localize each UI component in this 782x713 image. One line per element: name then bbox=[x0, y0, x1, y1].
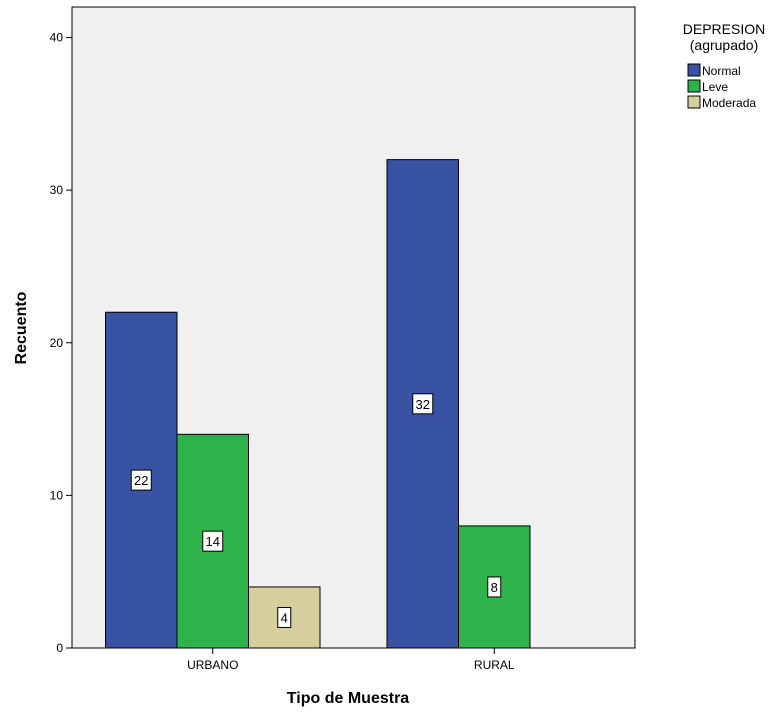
legend-items: Normal Leve Moderada bbox=[687, 63, 756, 110]
data-label-box bbox=[130, 469, 152, 491]
data-label: 4 bbox=[281, 610, 288, 625]
y-tick-label: 30 bbox=[50, 183, 64, 197]
y-axis: 0 10 20 30 40 bbox=[50, 7, 73, 655]
y-tick-label: 40 bbox=[50, 31, 64, 45]
x-tick-label: RURAL bbox=[474, 658, 515, 672]
y-axis-title: Recuento bbox=[13, 291, 30, 364]
data-label-box bbox=[202, 530, 224, 552]
legend-title-line1: DEPRESION bbox=[683, 21, 765, 37]
legend-label-normal: Normal bbox=[702, 64, 741, 78]
x-axis: URBANO RURAL bbox=[72, 647, 635, 672]
legend-label-moderada: Moderada bbox=[702, 96, 756, 110]
data-label: 22 bbox=[134, 473, 148, 488]
data-label: 32 bbox=[416, 397, 430, 412]
legend-swatch-moderada bbox=[687, 95, 701, 109]
legend-label-leve: Leve bbox=[702, 80, 728, 94]
data-label-box bbox=[487, 576, 502, 598]
x-axis-title: Tipo de Muestra bbox=[287, 690, 409, 707]
legend-title-line2: (agrupado) bbox=[690, 37, 759, 53]
y-tick-label: 10 bbox=[50, 488, 64, 502]
data-label: 14 bbox=[206, 534, 220, 549]
legend-swatch-normal bbox=[687, 63, 701, 77]
x-tick-label: URBANO bbox=[187, 658, 238, 672]
data-labels-layer: 22 14 4 32 8 bbox=[130, 393, 502, 628]
data-label-box bbox=[277, 606, 292, 628]
y-tick-label: 20 bbox=[50, 336, 64, 350]
y-tick-label: 0 bbox=[56, 641, 63, 655]
data-label: 8 bbox=[491, 580, 498, 595]
legend-swatch-leve bbox=[687, 79, 701, 93]
data-label-box bbox=[412, 393, 434, 415]
legend: DEPRESION (agrupado) Normal Leve Moderada bbox=[683, 21, 765, 110]
